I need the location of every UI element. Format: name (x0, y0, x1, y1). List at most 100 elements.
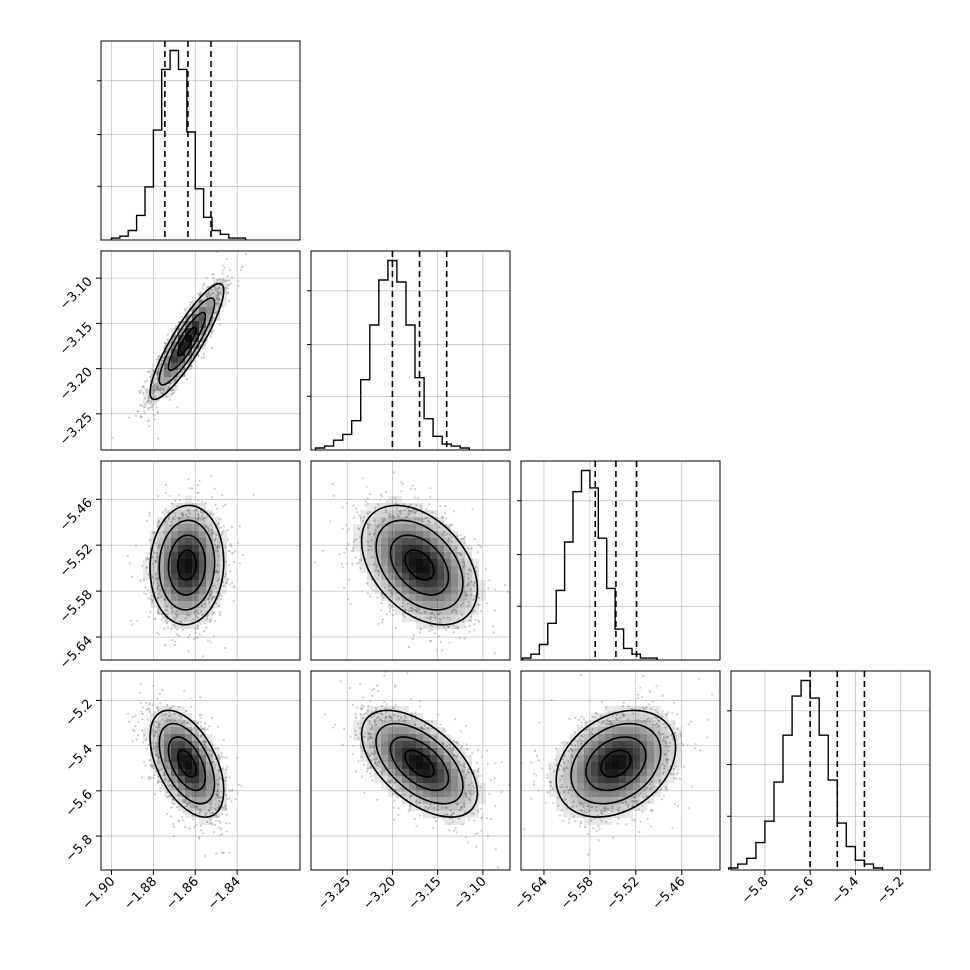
density-cell (444, 776, 451, 783)
sample-point (205, 295, 209, 298)
density-cell (388, 503, 395, 510)
density-cell (199, 741, 206, 748)
sample-point (164, 483, 168, 486)
sample-point (675, 734, 678, 737)
density-cell (220, 804, 227, 811)
sample-point (664, 744, 668, 748)
density-cell (199, 804, 206, 811)
sample-point (679, 732, 682, 735)
density-cell (178, 531, 185, 538)
sample-point (518, 828, 520, 830)
sample-point (403, 615, 406, 618)
sample-point (135, 738, 138, 741)
density-cell (164, 748, 171, 755)
sample-point (370, 752, 373, 755)
density-cell (213, 790, 220, 797)
density-cell (416, 538, 423, 545)
sample-point (158, 762, 161, 765)
contour-level-3 (555, 709, 677, 818)
sample-point (400, 481, 403, 484)
sample-point (154, 617, 157, 621)
density-cell (458, 811, 465, 818)
sample-point (238, 525, 241, 528)
density-cell (409, 727, 416, 734)
density-cell (381, 517, 388, 524)
sample-point (381, 495, 384, 498)
sample-point (627, 806, 630, 809)
panel-frame (310, 460, 511, 661)
sample-point (450, 750, 453, 753)
sample-point (560, 809, 564, 812)
sample-point (373, 519, 376, 522)
sample-point (314, 561, 317, 564)
sample-point (193, 727, 196, 730)
density-cell (472, 804, 479, 811)
sample-point (397, 813, 400, 816)
density-cell (171, 335, 178, 342)
density-cell (381, 720, 388, 727)
sample-point (168, 785, 171, 788)
density-cell (430, 734, 437, 741)
density-cell (206, 300, 213, 307)
sample-point (668, 745, 671, 749)
sample-point (212, 744, 215, 747)
sample-point (160, 360, 163, 363)
density-cell (381, 524, 388, 531)
density-cell (185, 713, 192, 720)
sample-point (158, 692, 161, 695)
density-cell (192, 755, 199, 762)
sample-point (213, 764, 217, 767)
sample-point (172, 822, 175, 826)
sample-point (466, 605, 469, 608)
sample-point (228, 776, 231, 779)
density-cell (612, 790, 619, 797)
sample-point (557, 796, 560, 799)
density-cell (577, 769, 584, 776)
sample-point (384, 707, 387, 710)
sample-point (153, 551, 156, 555)
density-cell (192, 741, 199, 748)
sample-point (141, 712, 144, 715)
sample-point (160, 618, 163, 621)
sample-point (225, 258, 228, 261)
panel-frame (310, 670, 511, 871)
density-cell (465, 769, 472, 776)
sample-point (664, 786, 668, 789)
density-cell (409, 748, 416, 755)
sample-point (469, 588, 472, 591)
sample-point (673, 777, 676, 780)
sample-point (154, 731, 158, 734)
density-cell (192, 720, 199, 727)
sample-point (136, 410, 139, 413)
sample-point (199, 809, 202, 812)
density-cell (206, 748, 213, 755)
sample-point (171, 638, 174, 642)
sample-point (188, 360, 191, 363)
density-cell (612, 755, 619, 762)
sample-point (213, 766, 216, 770)
sample-point (601, 813, 604, 816)
sample-point (649, 708, 653, 711)
sample-point (380, 602, 383, 605)
sample-point (654, 709, 658, 712)
density-cell (192, 517, 199, 524)
sample-point (626, 718, 630, 721)
sample-point (637, 693, 640, 696)
density-cell (185, 615, 192, 622)
density-cell (451, 559, 458, 566)
density-cell (213, 601, 220, 608)
sample-point (418, 616, 422, 620)
sample-point (691, 785, 694, 788)
sample-point (347, 598, 350, 601)
sample-point (216, 302, 219, 305)
sample-point (446, 540, 450, 543)
sample-point (185, 513, 188, 517)
density-cell (367, 510, 374, 517)
sample-point (417, 497, 420, 500)
histogram-panel-1 (314, 251, 470, 450)
density-cell (472, 769, 479, 776)
sample-point (171, 785, 174, 788)
density-cell (458, 580, 465, 587)
sample-point (215, 586, 218, 590)
density-cell (458, 552, 465, 559)
